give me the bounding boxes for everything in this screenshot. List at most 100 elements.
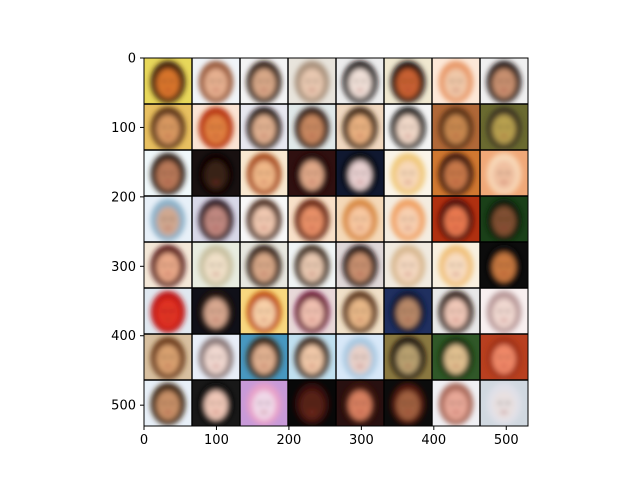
tile-eye xyxy=(217,125,222,129)
tile-face xyxy=(396,390,420,421)
tile-mouth xyxy=(164,410,172,414)
tile-eye xyxy=(354,79,359,83)
tile-face xyxy=(492,114,516,145)
tile-face xyxy=(348,114,372,145)
tile-eye xyxy=(217,355,222,359)
tile-eye xyxy=(361,355,366,359)
face-tile xyxy=(432,58,480,104)
tile-eye xyxy=(210,401,215,405)
tile-mouth xyxy=(212,364,220,368)
face-tile xyxy=(288,334,336,380)
tile-eye xyxy=(354,355,359,359)
tile-mouth xyxy=(260,226,268,230)
tile-mouth xyxy=(212,180,220,184)
face-tile xyxy=(288,58,336,104)
tile-face xyxy=(396,252,420,283)
tile-face xyxy=(300,298,324,329)
tile-mouth xyxy=(404,226,412,230)
tile-eye xyxy=(450,355,455,359)
tile-eye xyxy=(306,217,311,221)
face-tile xyxy=(192,104,240,150)
tile-face xyxy=(204,252,228,283)
tile-face xyxy=(492,206,516,237)
y-tick-label: 100 xyxy=(111,121,136,136)
tile-face xyxy=(348,298,372,329)
tile-face xyxy=(300,206,324,237)
y-tick-label: 500 xyxy=(111,399,136,414)
tile-eye xyxy=(265,125,270,129)
tile-eye xyxy=(217,171,222,175)
tile-eye xyxy=(450,79,455,83)
tile-mouth xyxy=(404,88,412,92)
tile-face xyxy=(444,298,468,329)
tile-mouth xyxy=(308,364,316,368)
tile-eye xyxy=(354,401,359,405)
tile-mouth xyxy=(404,318,412,322)
face-tile xyxy=(480,150,528,196)
tile-face xyxy=(444,206,468,237)
tile-eye xyxy=(169,217,174,221)
tile-face xyxy=(156,298,180,329)
tile-eye xyxy=(217,217,222,221)
tile-mouth xyxy=(500,272,508,276)
tile-mouth xyxy=(452,226,460,230)
tile-mouth xyxy=(452,272,460,276)
tile-face xyxy=(156,252,180,283)
tile-eye xyxy=(498,79,503,83)
tile-eye xyxy=(457,125,462,129)
tile-eye xyxy=(169,355,174,359)
face-tile xyxy=(336,242,384,288)
tile-eye xyxy=(505,217,510,221)
face-tile xyxy=(480,58,528,104)
tile-eye xyxy=(361,263,366,267)
tile-eye xyxy=(162,401,167,405)
tile-face xyxy=(252,344,276,375)
tile-eye xyxy=(217,79,222,83)
tile-eye xyxy=(265,217,270,221)
tile-eye xyxy=(265,79,270,83)
tile-eye xyxy=(162,263,167,267)
tile-eye xyxy=(169,309,174,313)
tile-eye xyxy=(313,171,318,175)
x-axis: 0 100 200 300 400 500 xyxy=(140,426,519,448)
tile-mouth xyxy=(452,410,460,414)
tile-mouth xyxy=(356,88,364,92)
tile-eye xyxy=(265,171,270,175)
face-tile xyxy=(144,380,192,426)
tile-face xyxy=(444,252,468,283)
face-tile xyxy=(384,288,432,334)
tile-mouth xyxy=(500,410,508,414)
tile-eye xyxy=(450,171,455,175)
tile-eye xyxy=(210,79,215,83)
face-tile xyxy=(432,242,480,288)
face-tile xyxy=(432,334,480,380)
tile-eye xyxy=(306,355,311,359)
tile-mouth xyxy=(212,226,220,230)
face-tile xyxy=(144,196,192,242)
tile-eye xyxy=(457,171,462,175)
tile-eye xyxy=(505,125,510,129)
tile-face xyxy=(204,160,228,191)
axes-frame xyxy=(143,57,529,427)
y-tick-label: 400 xyxy=(111,329,136,344)
tile-eye xyxy=(162,79,167,83)
face-tile xyxy=(240,288,288,334)
tile-mouth xyxy=(308,88,316,92)
tile-eye xyxy=(498,125,503,129)
tile-mouth xyxy=(212,272,220,276)
tile-face xyxy=(300,68,324,99)
face-tile xyxy=(192,334,240,380)
tile-face xyxy=(252,160,276,191)
tile-eye xyxy=(313,355,318,359)
y-tick-label: 200 xyxy=(111,190,136,205)
face-tile xyxy=(144,242,192,288)
tile-eye xyxy=(313,79,318,83)
face-tile xyxy=(336,288,384,334)
tile-eye xyxy=(258,309,263,313)
face-tile xyxy=(288,150,336,196)
face-tile xyxy=(192,288,240,334)
face-tile xyxy=(240,150,288,196)
face-tile xyxy=(480,242,528,288)
face-tile xyxy=(384,242,432,288)
tile-face xyxy=(300,390,324,421)
